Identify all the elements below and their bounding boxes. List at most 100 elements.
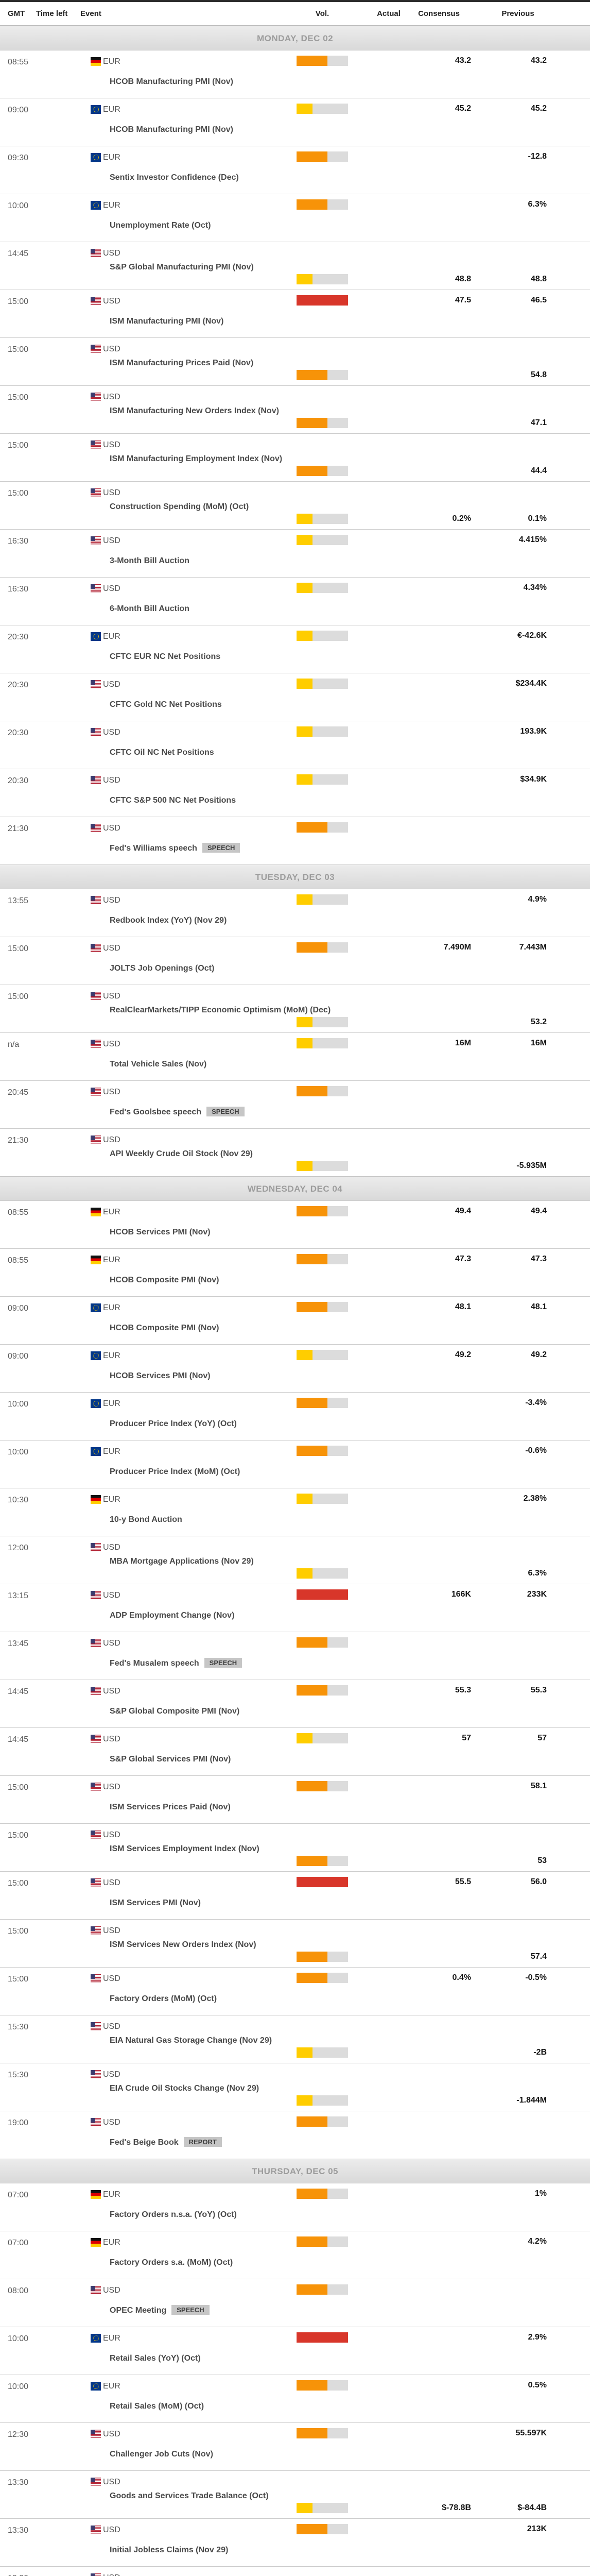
event-row[interactable]: 10:00 EUR Producer Price Index (MoM) (Oc… [0,1440,590,1488]
event-row[interactable]: 15:00 USD Factory Orders (MoM) (Oct) 0.4… [0,1967,590,2015]
event-row[interactable]: 15:00 USD ISM Manufacturing New Orders I… [0,385,590,433]
event-name: Challenger Job Cuts (Nov) [110,2450,213,2459]
previous-value [489,2116,547,2127]
event-row[interactable]: 09:30 EUR Sentix Investor Confidence (De… [0,146,590,194]
country-flag-icon [91,1303,101,1312]
event-row[interactable]: 21:30 USD API Weekly Crude Oil Stock (No… [0,1128,590,1176]
event-row[interactable]: 08:00 USD OPEC Meeting SPEECH [0,2279,590,2327]
event-row[interactable]: 20:30 EUR CFTC EUR NC Net Positions €-42… [0,625,590,673]
country-flag-icon [91,824,101,833]
event-row[interactable]: 20:30 USD CFTC Gold NC Net Positions $23… [0,673,590,721]
event-row[interactable]: 21:30 USD Fed's Williams speech SPEECH [0,817,590,865]
event-row[interactable]: 20:30 USD CFTC S&P 500 NC Net Positions … [0,769,590,817]
previous-value: -0.5% [525,1973,547,1982]
event-row[interactable]: 13:55 USD Redbook Index (YoY) (Nov 29) 4… [0,889,590,937]
volatility-fill [297,2236,327,2247]
event-currency: EUR [103,1256,120,1264]
event-currency: USD [103,896,120,905]
event-row[interactable]: 15:30 USD EIA Crude Oil Stocks Change (N… [0,2063,590,2111]
volatility-fill [297,1446,327,1456]
event-row[interactable]: 15:00 USD ISM Services PMI (Nov) 55.5 56… [0,1871,590,1919]
consensus-value [407,535,471,545]
event-row[interactable]: 15:00 USD JOLTS Job Openings (Oct) 7.490… [0,937,590,985]
column-time-left: Time left [36,9,68,18]
event-name: API Weekly Crude Oil Stock (Nov 29) [110,1149,253,1158]
event-row[interactable]: 14:45 USD S&P Global Services PMI (Nov) … [0,1727,590,1775]
event-row[interactable]: 15:00 USD RealClearMarkets/TIPP Economic… [0,985,590,1032]
previous-value: 47.1 [530,418,547,427]
event-row[interactable]: 13:30 USD Initial Jobless Claims (Nov 29… [0,2518,590,2566]
event-row[interactable]: 10:00 EUR Retail Sales (YoY) (Oct) 2.9% [0,2327,590,2375]
previous-value: 46.5 [530,296,547,304]
previous-value: 43.2 [530,56,547,65]
event-time: 13:45 [8,1639,29,1648]
event-currency: USD [103,2430,120,2438]
volatility-bar [297,104,348,114]
event-row[interactable]: 20:30 USD CFTC Oil NC Net Positions 193.… [0,721,590,769]
event-row[interactable]: 12:30 USD Challenger Job Cuts (Nov) 55.5… [0,2422,590,2470]
event-row[interactable]: 08:55 EUR HCOB Composite PMI (Nov) 47.3 … [0,1248,590,1296]
volatility-bar [297,2332,348,2343]
event-row[interactable]: 15:00 USD Construction Spending (MoM) (O… [0,481,590,529]
consensus-value: $-78.8B [442,2503,471,2512]
consensus-value [407,418,471,428]
country-flag-icon [91,2382,101,2391]
event-name: HCOB Composite PMI (Nov) [110,1276,219,1284]
event-row[interactable]: 15:00 USD ISM Services Prices Paid (Nov)… [0,1775,590,1823]
previous-value: 0.5% [528,2381,547,2389]
event-row[interactable]: 19:00 USD Fed's Beige Book REPORT [0,2111,590,2159]
event-name: S&P Global Composite PMI (Nov) [110,1707,240,1716]
event-row[interactable]: 15:00 USD ISM Manufacturing Prices Paid … [0,337,590,385]
event-name: CFTC Oil NC Net Positions [110,748,214,757]
event-row[interactable]: 13:30 USD Initial Jobless Claims 4-week … [0,2566,590,2576]
event-row[interactable]: 15:00 USD ISM Services New Orders Index … [0,1919,590,1967]
event-row[interactable]: 13:15 USD ADP Employment Change (Nov) 16… [0,1584,590,1632]
event-row[interactable]: 16:30 USD 3-Month Bill Auction 4.415% [0,529,590,577]
previous-value: 4.34% [523,583,547,592]
volatility-fill [297,2095,313,2106]
event-row[interactable]: 09:00 EUR HCOB Services PMI (Nov) 49.2 4… [0,1344,590,1392]
event-currency: USD [103,2118,120,2127]
event-row[interactable]: 07:00 EUR Factory Orders n.s.a. (YoY) (O… [0,2183,590,2231]
event-row[interactable]: 14:45 USD S&P Global Manufacturing PMI (… [0,242,590,290]
event-row[interactable]: 16:30 USD 6-Month Bill Auction 4.34% [0,577,590,625]
event-row[interactable]: 14:45 USD S&P Global Composite PMI (Nov)… [0,1680,590,1727]
event-currency: USD [103,2526,120,2534]
event-row[interactable]: n/a USD Total Vehicle Sales (Nov) 16M 16… [0,1032,590,1080]
event-row[interactable]: 10:30 EUR 10-y Bond Auction 2.38% [0,1488,590,1536]
event-time: 15:00 [8,992,29,1001]
event-row[interactable]: 15:30 USD EIA Natural Gas Storage Change… [0,2015,590,2063]
event-row[interactable]: 13:45 USD Fed's Musalem speech SPEECH [0,1632,590,1680]
volatility-bar [297,1494,348,1504]
top-border [0,0,590,2]
country-flag-icon [91,1495,101,1504]
event-row[interactable]: 15:00 USD ISM Manufacturing Employment I… [0,433,590,481]
consensus-value [407,151,471,162]
event-row[interactable]: 10:00 EUR Unemployment Rate (Oct) 6.3% [0,194,590,242]
event-time: 08:55 [8,1256,29,1265]
event-row[interactable]: 15:00 USD ISM Manufacturing PMI (Nov) 47… [0,290,590,337]
event-time: n/a [8,1040,20,1049]
event-row[interactable]: 12:00 USD MBA Mortgage Applications (Nov… [0,1536,590,1584]
event-time: 08:55 [8,58,29,66]
event-row[interactable]: 09:00 EUR HCOB Manufacturing PMI (Nov) 4… [0,98,590,146]
event-row[interactable]: 08:55 EUR HCOB Services PMI (Nov) 49.4 4… [0,1200,590,1248]
event-row[interactable]: 15:00 USD ISM Services Employment Index … [0,1823,590,1871]
event-name: Factory Orders n.s.a. (YoY) (Oct) [110,2210,237,2219]
previous-value: 53.2 [530,1018,547,1026]
event-row[interactable]: 09:00 EUR HCOB Composite PMI (Nov) 48.1 … [0,1296,590,1344]
event-currency: USD [103,1040,120,1048]
event-row[interactable]: 10:00 EUR Retail Sales (MoM) (Oct) 0.5% [0,2375,590,2422]
consensus-value [407,894,471,905]
consensus-value: 49.2 [455,1350,471,1359]
event-row[interactable]: 10:00 EUR Producer Price Index (YoY) (Oc… [0,1392,590,1440]
event-row[interactable]: 13:30 USD Goods and Services Trade Balan… [0,2470,590,2518]
event-row[interactable]: 20:45 USD Fed's Goolsbee speech SPEECH [0,1080,590,1128]
event-row[interactable]: 07:00 EUR Factory Orders s.a. (MoM) (Oct… [0,2231,590,2279]
previous-value: 55.3 [530,1686,547,1694]
event-row[interactable]: 08:55 EUR HCOB Manufacturing PMI (Nov) 4… [0,50,590,98]
event-name: CFTC EUR NC Net Positions [110,652,221,661]
event-time: 13:30 [8,2478,29,2487]
volatility-bar [297,2236,348,2247]
consensus-value [407,726,471,737]
